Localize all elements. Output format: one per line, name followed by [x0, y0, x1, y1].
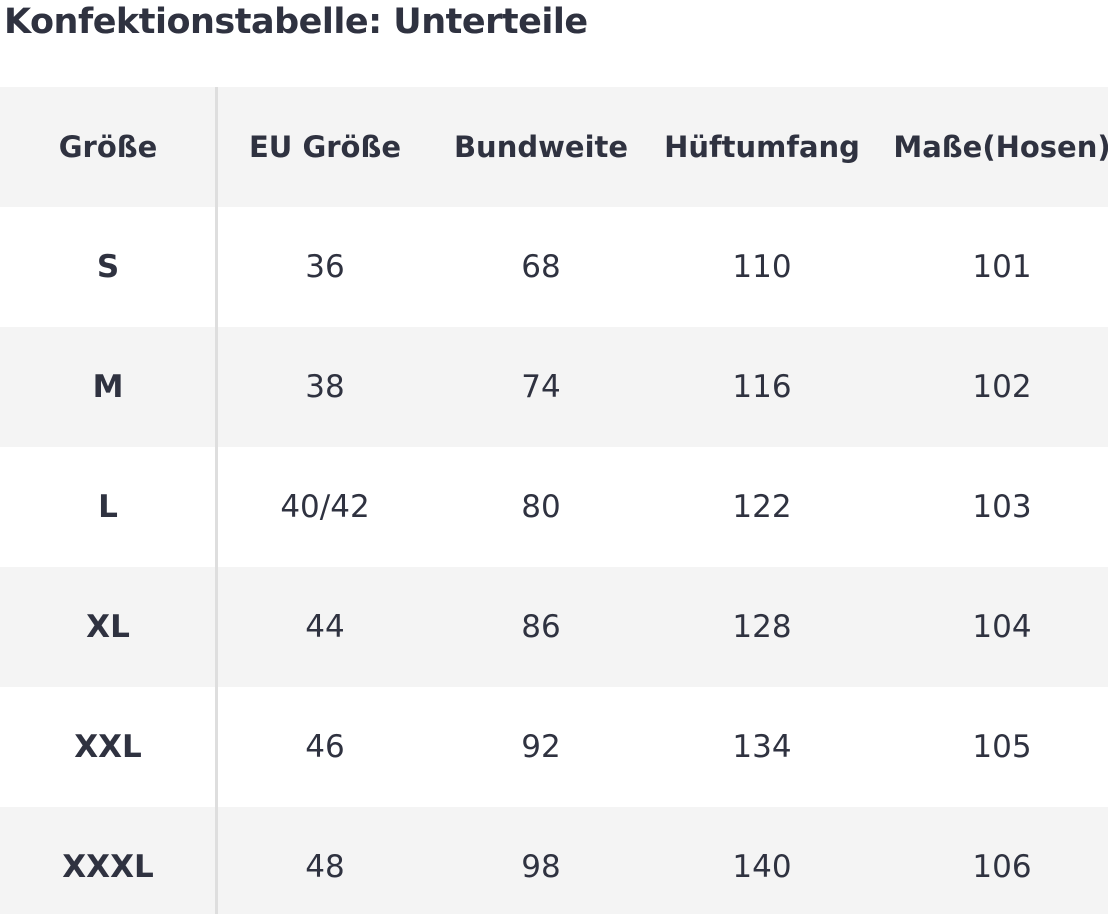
- table-cell: 40/42: [280, 489, 370, 525]
- table-cell: 46: [305, 729, 345, 765]
- table-row: XXL 46 92 134 105: [0, 687, 1108, 807]
- table-row: M 38 74 116 102: [0, 327, 1108, 447]
- table-cell: 48: [305, 849, 345, 885]
- table-cell: 103: [972, 489, 1032, 525]
- size-label: S: [96, 249, 120, 285]
- table-row: XL 44 86 128 104: [0, 567, 1108, 687]
- table-row: L 40/42 80 122 103: [0, 447, 1108, 567]
- table-cell: 106: [972, 849, 1032, 885]
- table-row: S 36 68 110 101: [0, 207, 1108, 327]
- table-cell: 98: [521, 849, 561, 885]
- header-cell: EU Größe: [248, 130, 401, 164]
- size-label: XL: [86, 609, 130, 645]
- header-cell: Maße(Hosen): [893, 130, 1108, 164]
- table-cell: 105: [972, 729, 1032, 765]
- table-cell: 68: [521, 249, 561, 285]
- page-title: Konfektionstabelle: Unterteile: [4, 2, 588, 42]
- header-cell: Hüftumfang: [664, 130, 860, 164]
- table-cell: 44: [305, 609, 345, 645]
- column-divider: [215, 87, 218, 914]
- table-cell: 116: [732, 369, 792, 405]
- table-cell: 122: [732, 489, 792, 525]
- header-cell: Größe: [58, 130, 158, 164]
- table-cell: 110: [732, 249, 792, 285]
- header-row: Größe EU Größe Bundweite Hüftumfang Maße(Hos…: [0, 87, 1108, 207]
- table-cell: 86: [521, 609, 561, 645]
- table-cell: 101: [972, 249, 1032, 285]
- table-row: XXXL 48 98 140 106: [0, 807, 1108, 914]
- table-cell: 36: [305, 249, 345, 285]
- table-cell: 104: [972, 609, 1032, 645]
- table-cell: 92: [521, 729, 561, 765]
- table-cell: 74: [521, 369, 561, 405]
- size-table: Größe EU Größe Bundweite Hüftumfang Maße(Hos…: [0, 87, 1108, 914]
- size-label: M: [92, 369, 124, 405]
- size-label: L: [98, 489, 118, 525]
- size-label: XXL: [74, 729, 142, 765]
- size-label: XXXL: [62, 849, 154, 885]
- table-cell: 134: [732, 729, 792, 765]
- table-cell: 102: [972, 369, 1032, 405]
- table-cell: 128: [732, 609, 792, 645]
- table-cell: 80: [521, 489, 561, 525]
- header-cell: Bundweite: [453, 130, 629, 164]
- table-cell: 38: [305, 369, 345, 405]
- table-cell: 140: [732, 849, 792, 885]
